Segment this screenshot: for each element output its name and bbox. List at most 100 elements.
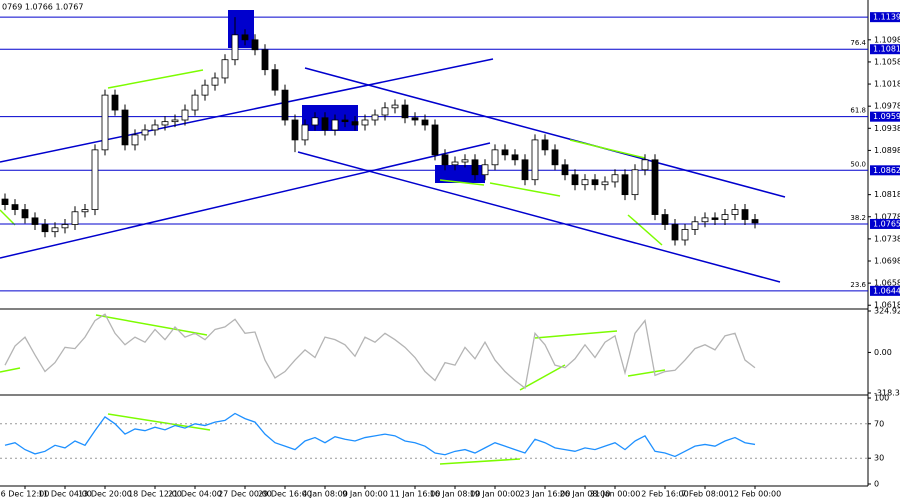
y-tick-label: 1.0618: [874, 301, 900, 310]
candle-body: [1, 198, 9, 205]
y-tick-label: 324.9241: [874, 307, 900, 316]
x-tick-label: 19 Jan 00:00: [470, 490, 521, 499]
level-tag: [870, 44, 900, 55]
candle-body: [121, 109, 129, 146]
candle-body: [721, 214, 729, 220]
candle-body: [511, 154, 519, 161]
candle-body: [481, 164, 489, 176]
x-tick-label: 18 Dec 12:00: [128, 490, 182, 499]
x-tick-label: 7 Feb 08:00: [681, 490, 728, 499]
candle-body: [461, 159, 469, 163]
candle-body: [201, 84, 209, 96]
divergence-line: [0, 367, 21, 373]
x-tick-label: 4 Jan 08:00: [302, 490, 348, 499]
divergence-line: [627, 214, 663, 246]
price-header: 0769 1.0766 1.0767: [2, 3, 83, 12]
y-tick-label: 1.0818: [874, 190, 900, 199]
candle-body: [611, 174, 619, 183]
y-tick-label: 1.0898: [874, 146, 900, 155]
y-tick-label: 1.0658: [874, 279, 900, 288]
candle-body: [271, 69, 279, 91]
fib-label: 61.8: [850, 107, 866, 115]
level-label: 1.1081: [873, 45, 900, 54]
candle-body: [21, 209, 29, 219]
candle-body: [661, 214, 669, 225]
divergence-line: [439, 458, 521, 465]
candle-body: [401, 104, 409, 119]
y-tick-label: 1.1018: [874, 80, 900, 89]
candle-body: [341, 119, 349, 123]
candle-body: [421, 119, 429, 126]
candle-body: [321, 117, 329, 131]
divergence-line: [519, 364, 566, 391]
candle-body: [91, 149, 99, 210]
candle-body: [191, 94, 199, 111]
y-tick-label: 70: [874, 419, 884, 428]
divergence-line: [439, 179, 485, 186]
candle-body: [501, 149, 509, 156]
candle-body: [151, 124, 159, 131]
x-tick-label: 21 Dec 04:00: [168, 490, 222, 499]
candle-body: [391, 104, 399, 109]
candle-body: [751, 219, 759, 224]
candle-body: [81, 209, 89, 213]
channel-line: [0, 58, 494, 163]
candle-body: [551, 149, 559, 166]
candle-body: [491, 149, 499, 166]
candle-body: [591, 179, 599, 186]
divergence-line: [569, 139, 646, 159]
divergence-line: [0, 209, 16, 226]
level-label: 1.0765: [873, 219, 900, 228]
candle-body: [101, 94, 109, 151]
x-tick-label: 12 Feb 00:00: [729, 490, 781, 499]
divergence-line: [489, 182, 561, 197]
candle-body: [291, 119, 299, 141]
level-tag: [870, 111, 900, 122]
level-tag: [870, 218, 900, 229]
y-tick-label: 100: [874, 394, 889, 403]
x-tick-label: 11 Dec 04:00: [38, 490, 92, 499]
candle-body: [251, 39, 259, 51]
divergence-line: [95, 314, 208, 336]
divergence-line: [534, 330, 618, 339]
candle-body: [181, 109, 189, 121]
candle-body: [441, 154, 449, 166]
candle-body: [681, 229, 689, 241]
candle-body: [701, 217, 709, 223]
indicator-line: [4, 412, 756, 458]
candle-body: [261, 49, 269, 71]
y-tick-label: 1.0698: [874, 256, 900, 265]
x-tick-label: 11 Jan 16:00: [390, 490, 441, 499]
level-label: 1.0644: [873, 286, 900, 295]
y-tick-label: 1.0738: [874, 234, 900, 243]
channel-lines: [0, 58, 786, 283]
y-tick-label: 0: [874, 480, 879, 489]
candle-body: [281, 89, 289, 121]
y-tick-label: 0.00: [874, 348, 892, 357]
candle-body: [651, 159, 659, 215]
candle-body: [301, 124, 309, 141]
channel-line: [0, 142, 491, 259]
candle-body: [601, 181, 609, 186]
x-tick-label: 16 Jan 08:00: [430, 490, 481, 499]
y-tick-label: -318.308: [874, 389, 900, 398]
x-tick-label: 9 Jan 00:00: [342, 490, 388, 499]
x-tick-label: 31 Jan 00:00: [590, 490, 641, 499]
fib-label: 23.6: [850, 281, 866, 289]
candle-body: [111, 94, 119, 111]
candle-body: [141, 129, 149, 136]
candle-body: [431, 124, 439, 156]
candle-body: [641, 159, 649, 171]
level-label: 1.0862: [873, 166, 900, 175]
y-tick-label: 1.1058: [874, 57, 900, 66]
candle-body: [311, 117, 319, 126]
candle-body: [741, 209, 749, 220]
candle-body: [621, 174, 629, 196]
x-tick-label: 6 Dec 12:00: [1, 490, 50, 499]
x-tick-label: 23 Jan 16:00: [520, 490, 571, 499]
candle-body: [361, 119, 369, 126]
y-tick-label: 1.0978: [874, 102, 900, 111]
candle-body: [731, 209, 739, 215]
